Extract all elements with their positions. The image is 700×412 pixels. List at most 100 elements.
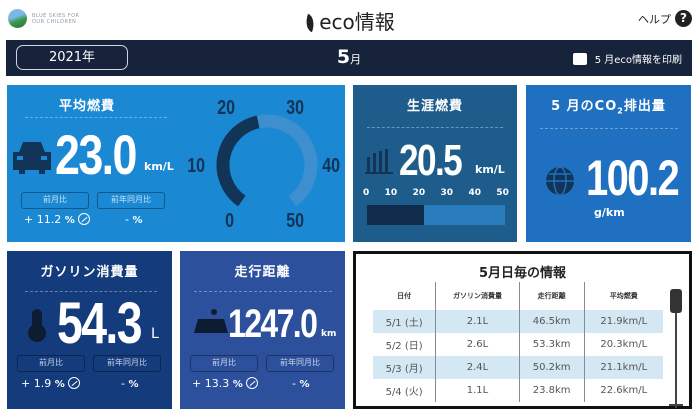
table-row: 5/3 (月) 2.4L 50.2km 21.1km/L: [373, 356, 663, 379]
month-number: 5: [336, 46, 351, 68]
print-label: 5 月eco情報を印刷: [594, 55, 682, 66]
pct-sign: %: [128, 379, 139, 390]
lifetime-fuel-unit: km/L: [475, 163, 505, 176]
lifetime-scale: 0 10 20 30 40 50: [363, 188, 509, 198]
table-cell: 23.8km: [518, 379, 585, 402]
globe-icon: [546, 166, 574, 196]
gauge-tick: 20: [217, 97, 236, 119]
scrollbar-end: [669, 404, 683, 406]
gauge-track: [256, 114, 318, 207]
avg-fuel-value: 23.0: [55, 123, 137, 186]
lifetime-fuel-card: 生涯燃費 20.5 km/L 0 10 20 30 40 50: [353, 85, 517, 242]
avg-fuel-unit: km/L: [144, 160, 174, 173]
lifetime-fuel-value: 20.5: [399, 136, 463, 185]
month-bar: 2021年 5月 5 月eco情報を印刷: [6, 40, 692, 76]
lifetime-bar-track: [367, 205, 505, 225]
print-button[interactable]: 5 月eco情報を印刷: [572, 51, 682, 66]
gasoline-unit: L: [151, 326, 159, 342]
app-title-text: eco情報: [319, 10, 395, 34]
pct-sign: %: [299, 379, 310, 390]
scale-tick: 0: [363, 188, 370, 198]
table-cell: 21.1km/L: [583, 356, 663, 379]
co2-card: 5 月のCO2排出量 100.2 g/km: [526, 85, 691, 242]
help-button[interactable]: ヘルプ?: [638, 10, 692, 27]
help-label: ヘルプ: [638, 12, 671, 26]
gauge-fill: [216, 115, 260, 207]
table-cell: 5/3 (月): [373, 356, 436, 379]
help-icon: ?: [675, 10, 692, 27]
table-cell: 21.9km/L: [583, 310, 663, 333]
co2-value: 100.2: [586, 150, 680, 206]
month-label: 5月: [6, 46, 692, 68]
scale-tick: 30: [440, 188, 454, 198]
card-title: 5 月のCO2排出量: [526, 95, 691, 116]
logo-text: OUR CHILDREN: [32, 18, 77, 25]
mom-label: 前月比: [190, 355, 258, 372]
col-header-gasoline: ガソリン消費量: [435, 282, 520, 310]
gauge-tick: 0: [225, 210, 235, 232]
table-cell: 2.6L: [435, 333, 520, 356]
title-text: 排出量: [623, 99, 666, 114]
co2-unit: g/km: [594, 206, 625, 219]
card-title: 走行距離: [234, 265, 291, 280]
mom-value: + 13.3: [192, 377, 230, 390]
table-row: 5/1 (土) 2.1L 46.5km 21.9km/L: [373, 310, 663, 333]
daily-info-panel: 5月日毎の情報 日付 ガソリン消費量 走行距離 平均燃費 5/1 (土) 2.1L…: [353, 251, 692, 409]
trend-up-icon: [67, 377, 80, 389]
daily-table: 日付 ガソリン消費量 走行距離 平均燃費 5/1 (土) 2.1L 46.5km 21…: [373, 282, 663, 402]
mom-value: + 11.2: [24, 213, 62, 226]
title-sub: 2: [617, 106, 624, 116]
logo-globe-icon: [8, 9, 27, 28]
yoy-value: -: [125, 213, 129, 226]
pct-sign: %: [132, 215, 143, 226]
fuel-history-icon: [365, 149, 393, 174]
pct-sign: %: [54, 379, 65, 390]
mom-value: + 1.9: [21, 377, 52, 390]
card-title: 生涯燃費: [406, 99, 463, 114]
year-selector[interactable]: 2021年: [16, 45, 128, 70]
yoy-value: -: [121, 377, 125, 390]
gauge-tick: 10: [187, 155, 206, 177]
scrollbar-track[interactable]: [675, 290, 677, 408]
col-header-distance: 走行距離: [518, 282, 585, 310]
gauge-tick: 30: [286, 97, 305, 119]
fuel-tank-icon: [28, 309, 46, 342]
fuel-gauge: [216, 114, 318, 207]
mom-change: + 13.3 %: [192, 377, 258, 390]
scrollbar-thumb[interactable]: [670, 289, 682, 313]
mom-change: + 11.2 %: [24, 213, 90, 226]
pct-sign: %: [232, 379, 243, 390]
table-cell: 46.5km: [518, 310, 585, 333]
table-cell: 50.2km: [518, 356, 585, 379]
yoy-label: 前年同月比: [93, 355, 161, 372]
mom-label: 前月比: [21, 192, 89, 209]
scale-tick: 50: [496, 188, 509, 198]
gasoline-card: ガソリン消費量 54.3 L 前月比 前年同月比 + 1.9 % - %: [7, 251, 172, 409]
logo: BLUE SKIES FOR OUR CHILDREN: [8, 9, 80, 28]
scale-tick: 20: [412, 188, 426, 198]
lifetime-bar-fill: [367, 205, 424, 225]
printer-icon: [572, 52, 587, 65]
month-suffix: 月: [350, 53, 362, 66]
yoy-change: - %: [121, 377, 139, 390]
daily-title: 5月日毎の情報: [478, 266, 567, 281]
col-header-avg-fuel: 平均燃費: [583, 282, 663, 310]
table-row: 5/2 (日) 2.6L 53.3km 20.3km/L: [373, 333, 663, 356]
table-row: 5/4 (火) 1.1L 23.8km 22.6km/L: [373, 379, 663, 402]
table-cell: 20.3km/L: [583, 333, 663, 356]
yoy-change: - %: [125, 213, 143, 226]
table-cell: 1.1L: [435, 379, 520, 402]
mom-label: 前月比: [17, 355, 85, 372]
card-title: 平均燃費: [58, 99, 115, 114]
table-cell: 5/4 (火): [385, 387, 423, 398]
yoy-label: 前年同月比: [266, 355, 334, 372]
table-cell: 5/1 (土): [373, 310, 436, 333]
car-icon: [13, 142, 51, 174]
table-cell: 5/2 (日): [385, 341, 423, 352]
yoy-change: - %: [292, 377, 310, 390]
table-cell: 22.6km/L: [583, 379, 663, 402]
table-cell: 2.1L: [435, 310, 520, 333]
distance-unit: km: [321, 329, 337, 339]
title-text: 5 月のCO: [551, 99, 618, 114]
col-header-date: 日付: [397, 292, 412, 300]
